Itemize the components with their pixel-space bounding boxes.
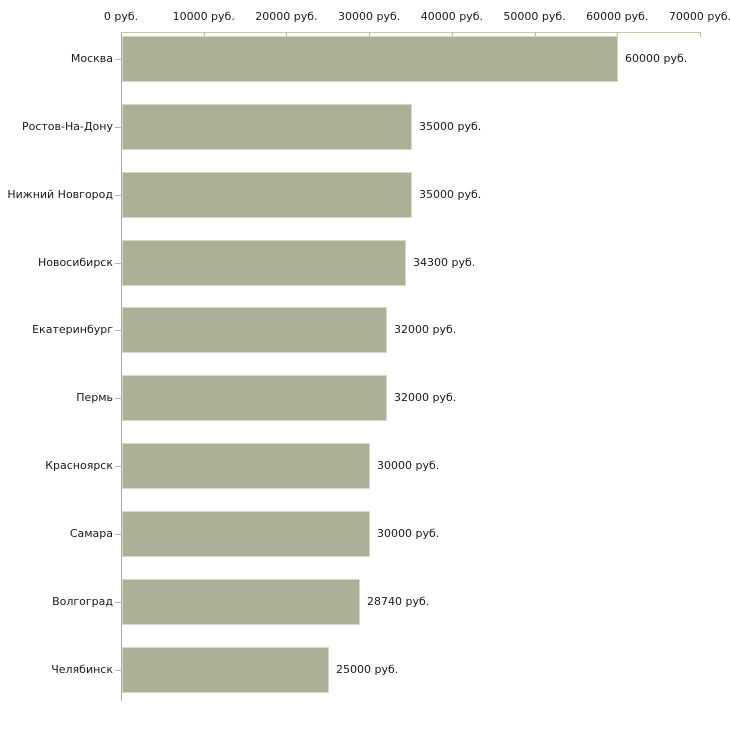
bar-3 [122,172,412,218]
bar-8 [122,511,370,557]
category-label: Самара [69,527,113,540]
y-axis-tick-mark [115,466,121,467]
x-axis-tick-mark [451,32,453,37]
value-label: 25000 руб. [336,663,399,676]
value-label: 35000 руб. [419,188,482,201]
x-axis-tick-mark [617,32,619,37]
value-label: 30000 руб. [377,527,440,540]
x-axis-tick-label: 0 руб. [103,10,139,23]
bar-4 [122,240,406,286]
y-axis-tick-mark [115,330,121,331]
y-axis-tick-mark [115,670,121,671]
category-label: Екатеринбург [32,323,113,336]
bar-1 [122,36,618,82]
x-axis-tick-mark [286,32,288,37]
x-axis-tick-mark [203,32,205,37]
value-label: 32000 руб. [394,391,457,404]
x-axis-tick-label: 60000 руб. [586,10,649,23]
bar-9 [122,579,360,625]
x-axis-line [121,32,701,33]
x-axis-tick-label: 30000 руб. [338,10,401,23]
x-axis-tick-label: 50000 руб. [503,10,566,23]
category-label: Волгоград [52,595,113,608]
value-label: 35000 руб. [419,120,482,133]
x-axis-tick-label: 40000 руб. [420,10,483,23]
y-axis-tick-mark [115,195,121,196]
category-label: Пермь [76,391,113,404]
category-label: Москва [70,52,113,65]
y-axis-tick-mark [115,398,121,399]
bar-7 [122,443,370,489]
x-axis-tick-mark [369,32,371,37]
bar-5 [122,307,387,353]
y-axis-tick-mark [115,263,121,264]
y-axis-tick-mark [115,59,121,60]
category-label: Красноярск [45,459,113,472]
y-axis-tick-mark [115,534,121,535]
category-label: Нижний Новгород [7,188,113,201]
category-label: Ростов-На-Дону [21,120,113,133]
x-axis-tick-label: 10000 руб. [172,10,235,23]
x-axis-tick-mark [700,32,701,37]
category-label: Челябинск [51,663,113,676]
x-axis-tick-label: 70000 руб. [668,10,730,23]
y-axis-line [121,32,122,701]
y-axis-tick-mark [115,602,121,603]
x-axis-tick-label: 20000 руб. [255,10,318,23]
bar-6 [122,375,387,421]
x-axis-tick-mark [534,32,536,37]
value-label: 60000 руб. [625,52,688,65]
value-label: 32000 руб. [394,323,457,336]
value-label: 30000 руб. [377,459,440,472]
value-label: 34300 руб. [413,256,476,269]
category-label: Новосибирск [37,256,113,269]
bar-10 [122,647,329,693]
y-axis-tick-mark [115,127,121,128]
value-label: 28740 руб. [367,595,430,608]
bar-2 [122,104,412,150]
